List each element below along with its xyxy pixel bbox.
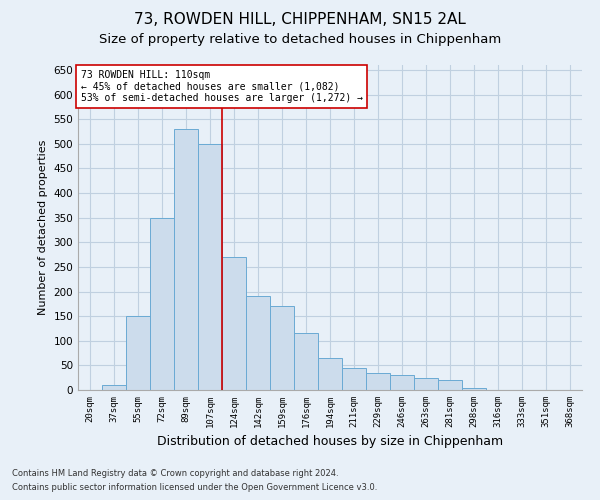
- Text: Contains public sector information licensed under the Open Government Licence v3: Contains public sector information licen…: [12, 484, 377, 492]
- Bar: [222, 257, 246, 390]
- Bar: [342, 368, 366, 390]
- Bar: [318, 358, 342, 390]
- Bar: [246, 296, 270, 390]
- Bar: [270, 306, 294, 390]
- Text: 73 ROWDEN HILL: 110sqm
← 45% of detached houses are smaller (1,082)
53% of semi-: 73 ROWDEN HILL: 110sqm ← 45% of detached…: [80, 70, 362, 103]
- Bar: [462, 388, 486, 390]
- Bar: [102, 385, 126, 390]
- Bar: [438, 380, 462, 390]
- Bar: [390, 375, 414, 390]
- Bar: [294, 334, 318, 390]
- Bar: [414, 378, 438, 390]
- Bar: [174, 129, 198, 390]
- Text: Contains HM Land Registry data © Crown copyright and database right 2024.: Contains HM Land Registry data © Crown c…: [12, 468, 338, 477]
- X-axis label: Distribution of detached houses by size in Chippenham: Distribution of detached houses by size …: [157, 436, 503, 448]
- Bar: [366, 373, 390, 390]
- Text: Size of property relative to detached houses in Chippenham: Size of property relative to detached ho…: [99, 32, 501, 46]
- Bar: [150, 218, 174, 390]
- Bar: [126, 316, 150, 390]
- Bar: [198, 144, 222, 390]
- Y-axis label: Number of detached properties: Number of detached properties: [38, 140, 48, 315]
- Text: 73, ROWDEN HILL, CHIPPENHAM, SN15 2AL: 73, ROWDEN HILL, CHIPPENHAM, SN15 2AL: [134, 12, 466, 28]
